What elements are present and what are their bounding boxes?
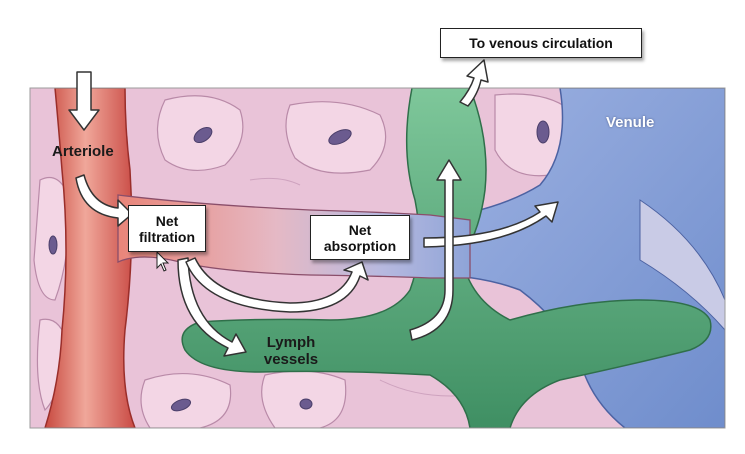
arrow-to-filtration-icon [75, 174, 133, 227]
venous-circulation-label: To venous circulation [469, 35, 613, 51]
net-absorption-box: Net absorption [310, 215, 410, 260]
lymph-label-line2: vessels [263, 351, 319, 368]
venous-circulation-box: To venous circulation [440, 28, 642, 58]
flow-arrows [68, 59, 559, 357]
lymph-vessels-label: Lymph vessels [256, 334, 326, 368]
net-filtration-line1: Net [155, 212, 179, 229]
lymph-label-line1: Lymph [266, 334, 316, 351]
net-absorption-line1: Net [348, 221, 372, 238]
arrow-to-lymph-icon [177, 257, 247, 357]
arteriole [44, 88, 136, 428]
arrow-to-venule-icon [423, 201, 559, 248]
panel-frame [29, 87, 726, 429]
arrow-filtration-to-absorption-icon [185, 257, 369, 313]
arrow-into-arteriole-icon [68, 71, 100, 131]
net-absorption-line2: absorption [323, 237, 397, 254]
arrow-lymph-up-icon [409, 159, 462, 341]
arrow-to-venous-icon [459, 59, 489, 107]
net-filtration-box: Net filtration [128, 205, 206, 252]
mouse-pointer-icon [156, 250, 170, 272]
net-filtration-line2: filtration [139, 228, 195, 245]
venule-label: Venule [606, 114, 655, 131]
arteriole-label: Arteriole [52, 143, 114, 160]
